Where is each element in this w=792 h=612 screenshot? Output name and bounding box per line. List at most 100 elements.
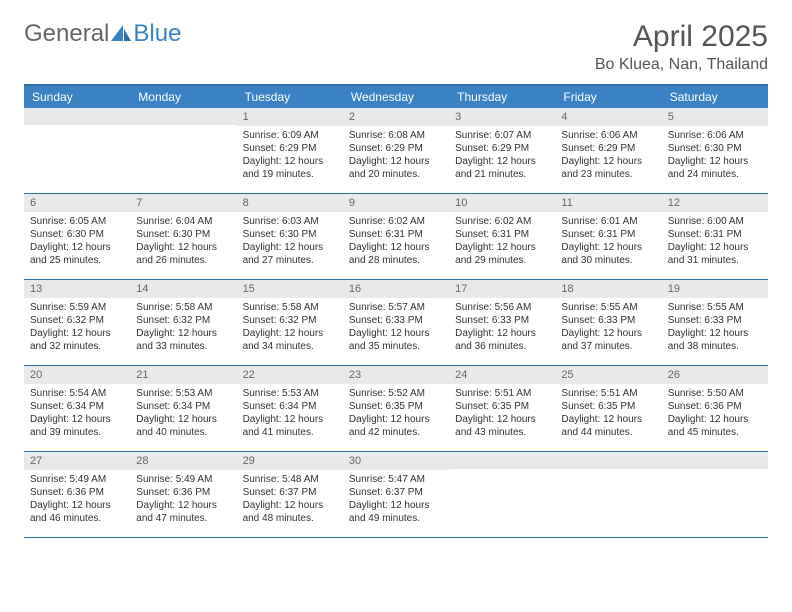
daylight-text: Daylight: 12 hours and 23 minutes. <box>561 155 655 181</box>
weekday-label: Tuesday <box>237 86 343 108</box>
day-cell: 12Sunrise: 6:00 AMSunset: 6:31 PMDayligh… <box>662 194 768 280</box>
day-content: Sunrise: 5:56 AMSunset: 6:33 PMDaylight:… <box>449 298 555 358</box>
sunrise-text: Sunrise: 5:49 AM <box>30 473 124 486</box>
day-cell: 9Sunrise: 6:02 AMSunset: 6:31 PMDaylight… <box>343 194 449 280</box>
sunrise-text: Sunrise: 6:08 AM <box>349 129 443 142</box>
day-number: 7 <box>130 194 236 212</box>
sunset-text: Sunset: 6:29 PM <box>349 142 443 155</box>
sunset-text: Sunset: 6:30 PM <box>668 142 762 155</box>
weekday-label: Friday <box>555 86 661 108</box>
day-cell: 6Sunrise: 6:05 AMSunset: 6:30 PMDaylight… <box>24 194 130 280</box>
day-content: Sunrise: 6:06 AMSunset: 6:29 PMDaylight:… <box>555 126 661 186</box>
day-number: 12 <box>662 194 768 212</box>
day-content: Sunrise: 5:55 AMSunset: 6:33 PMDaylight:… <box>555 298 661 358</box>
sunset-text: Sunset: 6:35 PM <box>349 400 443 413</box>
daylight-text: Daylight: 12 hours and 20 minutes. <box>349 155 443 181</box>
sunrise-text: Sunrise: 5:55 AM <box>561 301 655 314</box>
sunrise-text: Sunrise: 6:00 AM <box>668 215 762 228</box>
sunrise-text: Sunrise: 5:54 AM <box>30 387 124 400</box>
day-number: 4 <box>555 108 661 126</box>
day-cell: 13Sunrise: 5:59 AMSunset: 6:32 PMDayligh… <box>24 280 130 366</box>
day-content: Sunrise: 5:53 AMSunset: 6:34 PMDaylight:… <box>130 384 236 444</box>
calendar-body: 1Sunrise: 6:09 AMSunset: 6:29 PMDaylight… <box>24 108 768 538</box>
daylight-text: Daylight: 12 hours and 35 minutes. <box>349 327 443 353</box>
sunset-text: Sunset: 6:31 PM <box>561 228 655 241</box>
daylight-text: Daylight: 12 hours and 48 minutes. <box>243 499 337 525</box>
day-content: Sunrise: 6:07 AMSunset: 6:29 PMDaylight:… <box>449 126 555 186</box>
brand-part1: General <box>24 20 109 48</box>
day-content: Sunrise: 6:01 AMSunset: 6:31 PMDaylight:… <box>555 212 661 272</box>
day-number: 17 <box>449 280 555 298</box>
sunrise-text: Sunrise: 6:07 AM <box>455 129 549 142</box>
day-cell: 26Sunrise: 5:50 AMSunset: 6:36 PMDayligh… <box>662 366 768 452</box>
day-number: 5 <box>662 108 768 126</box>
day-cell: 20Sunrise: 5:54 AMSunset: 6:34 PMDayligh… <box>24 366 130 452</box>
sunset-text: Sunset: 6:29 PM <box>561 142 655 155</box>
weekday-header: SundayMondayTuesdayWednesdayThursdayFrid… <box>24 86 768 108</box>
daylight-text: Daylight: 12 hours and 29 minutes. <box>455 241 549 267</box>
empty-cell <box>555 452 661 538</box>
weekday-label: Saturday <box>662 86 768 108</box>
day-content: Sunrise: 6:06 AMSunset: 6:30 PMDaylight:… <box>662 126 768 186</box>
calendar-page: General Blue April 2025 Bo Kluea, Nan, T… <box>0 0 792 558</box>
page-header: General Blue April 2025 Bo Kluea, Nan, T… <box>24 20 768 74</box>
day-number: 27 <box>24 452 130 470</box>
sunrise-text: Sunrise: 5:51 AM <box>561 387 655 400</box>
weekday-label: Thursday <box>449 86 555 108</box>
sunset-text: Sunset: 6:31 PM <box>668 228 762 241</box>
daylight-text: Daylight: 12 hours and 39 minutes. <box>30 413 124 439</box>
day-content: Sunrise: 5:54 AMSunset: 6:34 PMDaylight:… <box>24 384 130 444</box>
brand-logo: General Blue <box>24 20 181 48</box>
title-block: April 2025 Bo Kluea, Nan, Thailand <box>595 20 768 74</box>
day-number: 28 <box>130 452 236 470</box>
day-content: Sunrise: 5:52 AMSunset: 6:35 PMDaylight:… <box>343 384 449 444</box>
day-content: Sunrise: 6:00 AMSunset: 6:31 PMDaylight:… <box>662 212 768 272</box>
day-content: Sunrise: 5:51 AMSunset: 6:35 PMDaylight:… <box>555 384 661 444</box>
sunset-text: Sunset: 6:35 PM <box>455 400 549 413</box>
day-content: Sunrise: 6:08 AMSunset: 6:29 PMDaylight:… <box>343 126 449 186</box>
day-number: 15 <box>237 280 343 298</box>
day-cell: 8Sunrise: 6:03 AMSunset: 6:30 PMDaylight… <box>237 194 343 280</box>
sunset-text: Sunset: 6:30 PM <box>30 228 124 241</box>
daylight-text: Daylight: 12 hours and 44 minutes. <box>561 413 655 439</box>
daylight-text: Daylight: 12 hours and 30 minutes. <box>561 241 655 267</box>
brand-text: General <box>24 20 131 48</box>
daylight-text: Daylight: 12 hours and 41 minutes. <box>243 413 337 439</box>
day-number: 18 <box>555 280 661 298</box>
sunset-text: Sunset: 6:36 PM <box>668 400 762 413</box>
day-number <box>662 452 768 469</box>
sunrise-text: Sunrise: 5:57 AM <box>349 301 443 314</box>
day-number: 10 <box>449 194 555 212</box>
month-title: April 2025 <box>595 20 768 54</box>
empty-cell <box>662 452 768 538</box>
day-cell: 16Sunrise: 5:57 AMSunset: 6:33 PMDayligh… <box>343 280 449 366</box>
daylight-text: Daylight: 12 hours and 49 minutes. <box>349 499 443 525</box>
day-content: Sunrise: 5:51 AMSunset: 6:35 PMDaylight:… <box>449 384 555 444</box>
day-cell: 2Sunrise: 6:08 AMSunset: 6:29 PMDaylight… <box>343 108 449 194</box>
day-content: Sunrise: 6:02 AMSunset: 6:31 PMDaylight:… <box>343 212 449 272</box>
day-cell: 29Sunrise: 5:48 AMSunset: 6:37 PMDayligh… <box>237 452 343 538</box>
sunset-text: Sunset: 6:30 PM <box>243 228 337 241</box>
daylight-text: Daylight: 12 hours and 46 minutes. <box>30 499 124 525</box>
sunset-text: Sunset: 6:36 PM <box>136 486 230 499</box>
daylight-text: Daylight: 12 hours and 38 minutes. <box>668 327 762 353</box>
sunrise-text: Sunrise: 5:56 AM <box>455 301 549 314</box>
day-number <box>130 108 236 125</box>
day-content: Sunrise: 6:04 AMSunset: 6:30 PMDaylight:… <box>130 212 236 272</box>
day-content: Sunrise: 6:02 AMSunset: 6:31 PMDaylight:… <box>449 212 555 272</box>
brand-part2: Blue <box>133 20 181 48</box>
sunrise-text: Sunrise: 5:55 AM <box>668 301 762 314</box>
day-content: Sunrise: 5:49 AMSunset: 6:36 PMDaylight:… <box>130 470 236 530</box>
empty-cell <box>130 108 236 194</box>
day-number: 16 <box>343 280 449 298</box>
sunrise-text: Sunrise: 5:47 AM <box>349 473 443 486</box>
day-cell: 28Sunrise: 5:49 AMSunset: 6:36 PMDayligh… <box>130 452 236 538</box>
day-number: 29 <box>237 452 343 470</box>
sunset-text: Sunset: 6:31 PM <box>349 228 443 241</box>
daylight-text: Daylight: 12 hours and 47 minutes. <box>136 499 230 525</box>
sunrise-text: Sunrise: 5:49 AM <box>136 473 230 486</box>
day-content: Sunrise: 5:47 AMSunset: 6:37 PMDaylight:… <box>343 470 449 530</box>
daylight-text: Daylight: 12 hours and 24 minutes. <box>668 155 762 181</box>
day-number: 2 <box>343 108 449 126</box>
day-number: 23 <box>343 366 449 384</box>
